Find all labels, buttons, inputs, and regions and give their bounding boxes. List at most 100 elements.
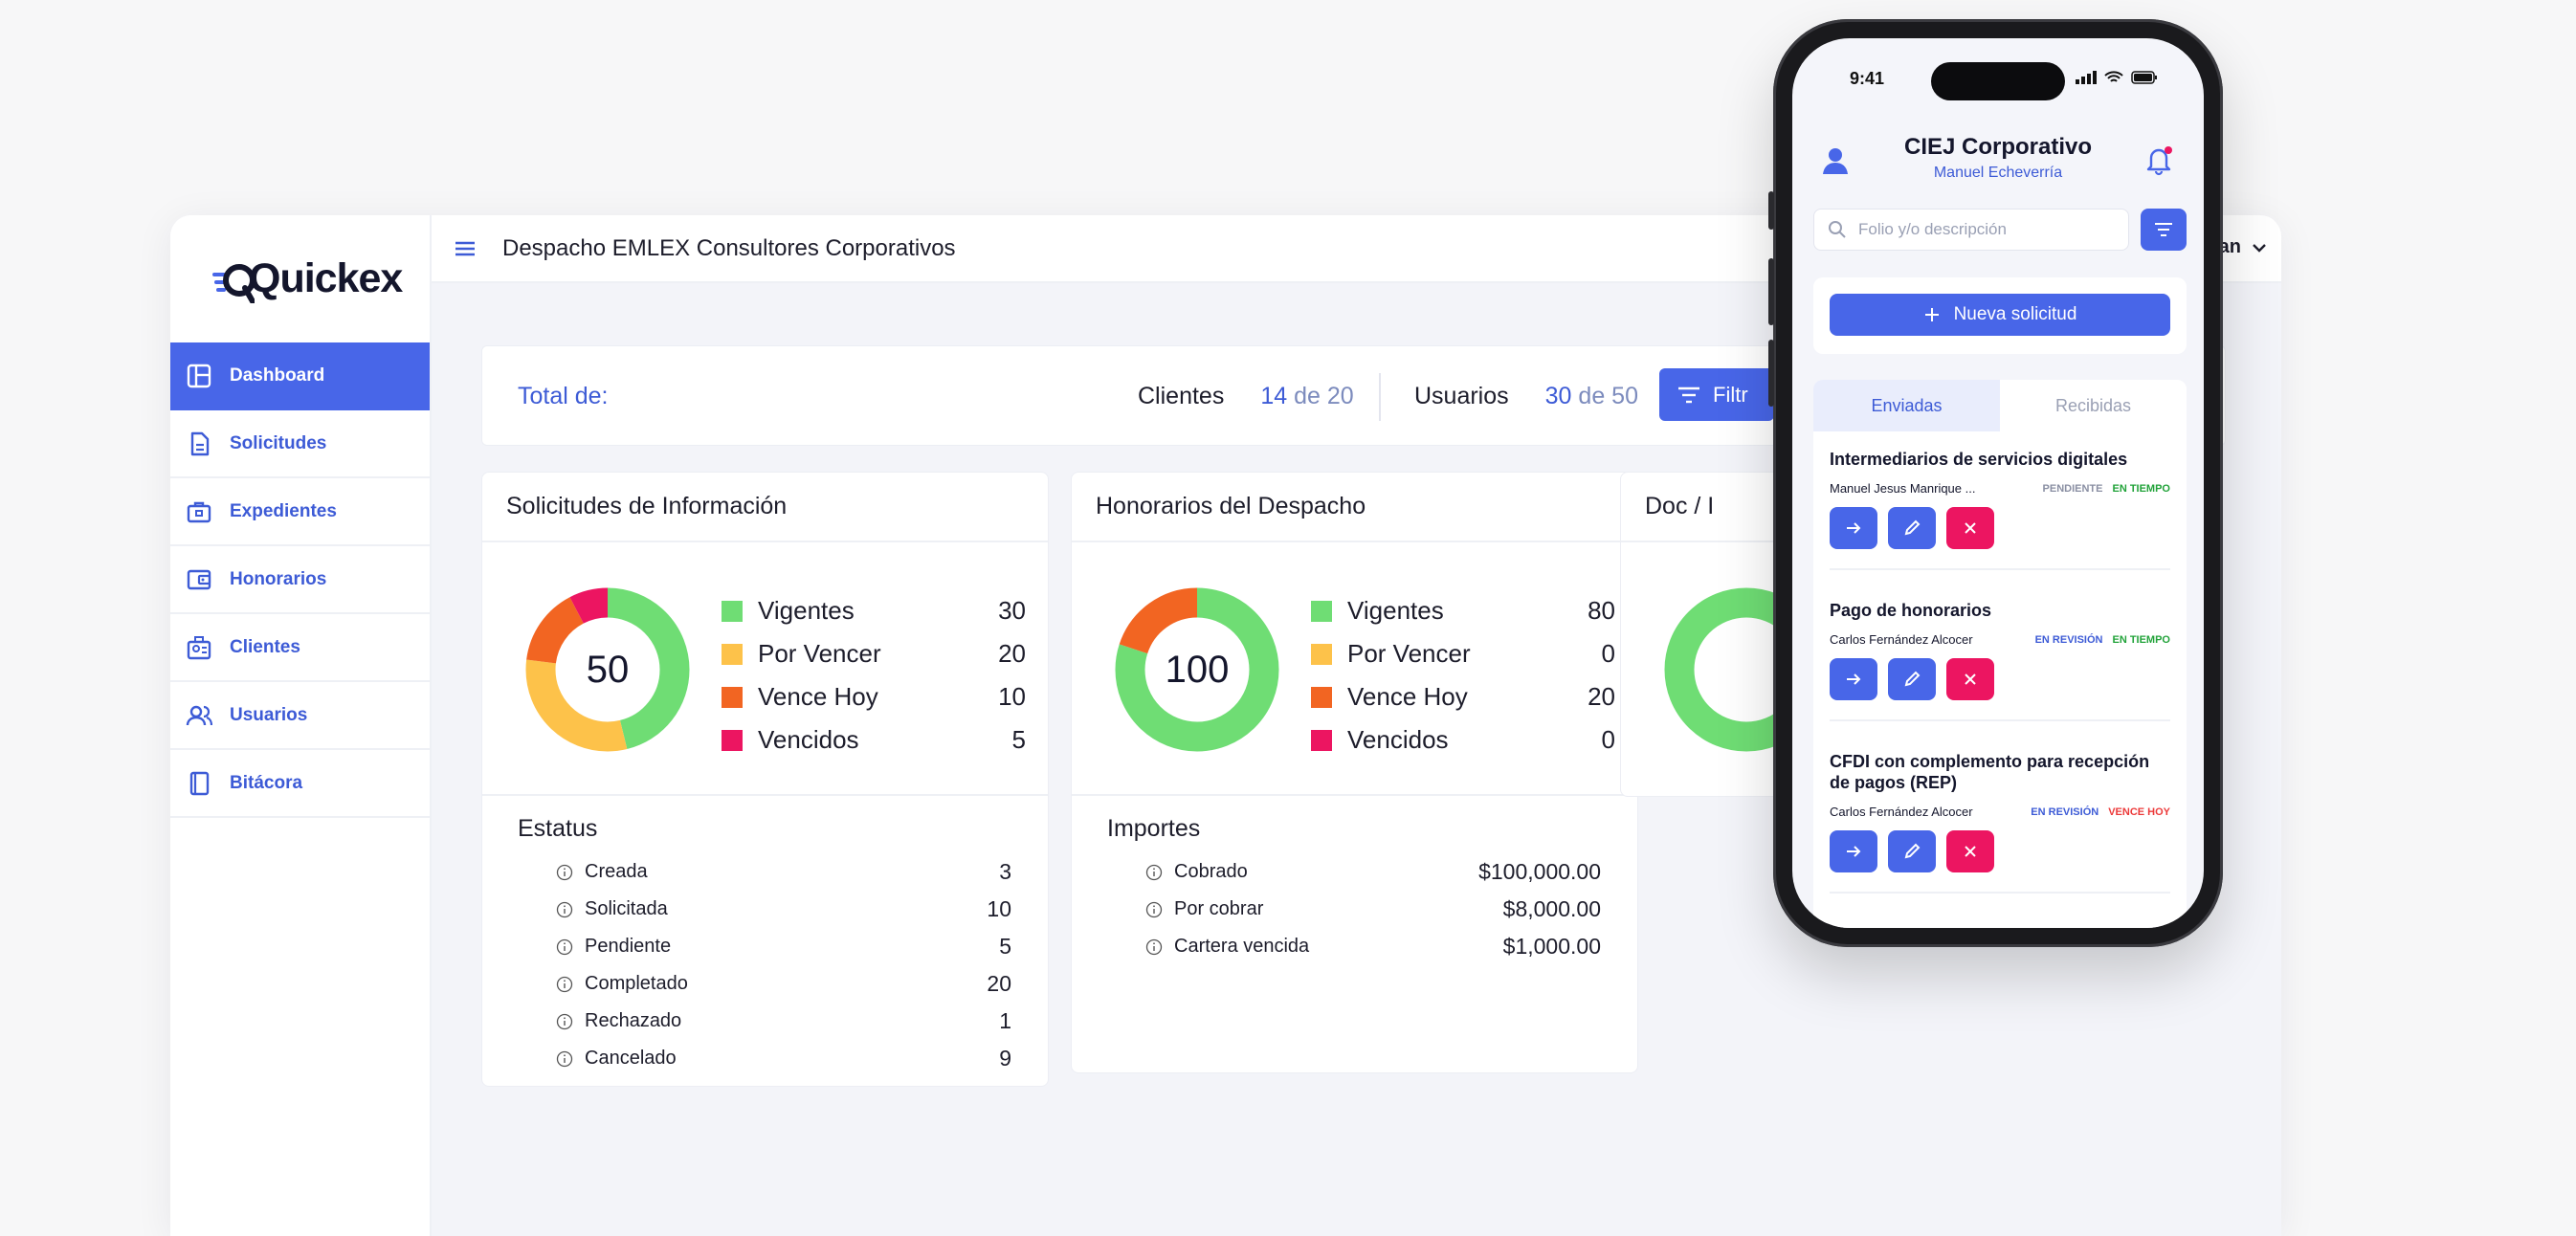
edit-button[interactable] [1888,658,1936,700]
sidebar-item-honorarios[interactable]: Honorarios [170,546,430,614]
search-icon [1829,221,1846,238]
arrow-right-icon [1847,846,1861,857]
delete-button[interactable] [1946,507,1994,549]
phone-subtitle: Manuel Echeverría [1933,165,2063,181]
honorarios-card: Honorarios del Despacho 100 Vigentes 80 P… [1071,472,1638,1073]
solicitudes-card: Solicitudes de Información 50 Vigentes 30… [481,472,1049,1087]
request-meta: Carlos Fernández Alcocer EN REVISIÓN VEN… [1830,805,2170,819]
briefcase-icon [187,501,211,522]
totals-clientes-of: de 20 [1294,383,1354,409]
plus-icon [1924,308,1939,321]
sidebar-item-label: Honorarios [230,568,327,589]
sidebar-item-label: Dashboard [230,364,325,386]
legend-label: Vencidos [758,725,859,754]
info-icon [556,976,573,992]
list-label: Completado [585,973,688,994]
request-item[interactable]: Intermediarios de servicios digitales Ma… [1830,449,2170,570]
list-value: $8,000.00 [1502,896,1601,921]
list-label: Solicitada [585,898,668,919]
card-title: Solicitudes de Información [482,473,1048,542]
avatar-icon[interactable] [1819,143,1852,176]
edit-button[interactable] [1888,507,1936,549]
request-item[interactable]: Pago de honorarios Carlos Fernández Alco… [1830,600,2170,721]
clients-icon [187,635,211,659]
totals-label: Total de: [518,383,609,409]
tab-enviadas[interactable]: Enviadas [1813,380,2000,431]
tab-recibidas[interactable]: Recibidas [2000,380,2187,431]
open-button[interactable] [1830,658,1877,700]
list-value: 1 [999,1008,1011,1033]
legend-value: 20 [1588,682,1615,711]
donut-center-value: 100 [1165,648,1230,691]
legend-value: 80 [1588,596,1615,625]
legend-swatch [722,686,743,708]
legend-item: Por Vencer 20 [722,632,1026,675]
filter-button[interactable]: Filtr [1659,368,1774,421]
donut-slice-por-vencer [525,587,690,752]
wallet-icon [187,569,211,589]
bell-icon[interactable] [2143,143,2175,176]
chart-legend: Vigentes 80 Por Vencer 0 Vence Hoy 20 Venci… [1311,589,1615,761]
request-actions [1830,830,2170,892]
info-icon [556,1050,573,1067]
list-title: Importes [1107,815,1201,842]
edit-button[interactable] [1888,830,1936,872]
open-button[interactable] [1830,830,1877,872]
request-author: Carlos Fernández Alcocer [1830,632,1973,647]
sidebar-item-expedientes[interactable]: Expedientes [170,478,430,546]
totals-clientes: Clientes 14 de 20 [1138,383,1354,410]
pencil-icon [1904,519,1921,536]
legend-item: Vence Hoy 10 [722,675,1026,718]
sidebar-item-dashboard[interactable]: Dashboard [170,342,430,410]
request-title: CFDI con complemento para recepción de p… [1830,752,2150,792]
importes-list: Importes Cobrado $100,000.00 Por cobrar $8… [1072,796,1637,977]
list-value: 10 [987,896,1011,921]
info-icon [1145,901,1163,917]
request-item[interactable]: CFDI con complemento para recepción de p… [1830,751,2170,894]
new-request-button[interactable]: Nueva solicitud [1830,294,2170,336]
phone-side-button [1768,340,1774,407]
search-field[interactable]: Folio y/o descripción [1813,209,2129,251]
request-author: Manuel Jesus Manrique ... [1830,481,1976,496]
pencil-icon [1904,671,1921,687]
list-value: 9 [999,1046,1011,1070]
list-item: Creada 3 [518,853,1011,891]
menu-icon[interactable] [453,236,477,261]
request-meta: Carlos Fernández Alcocer EN REVISIÓN EN … [1830,632,2170,647]
info-icon [556,1013,573,1029]
list-title: Estatus [518,815,598,842]
legend-label: Por Vencer [1347,639,1471,668]
request-meta: Manuel Jesus Manrique ... PENDIENTE EN T… [1830,481,2170,496]
open-button[interactable] [1830,507,1877,549]
pencil-icon [1904,843,1921,859]
delete-button[interactable] [1946,658,1994,700]
card-title: Honorarios del Despacho [1072,473,1637,542]
quickex-logo[interactable]: Quickex [212,250,403,307]
sidebar-item-bitacora[interactable]: Bitácora [170,750,430,818]
list-item: Solicitada 10 [518,891,1011,928]
sidebar-item-clientes[interactable]: Clientes [170,614,430,682]
sidebar: Quickex Dashboard Solicitudes Expediente… [170,215,432,1236]
list-value: $1,000.00 [1502,934,1601,959]
phone-filter-button[interactable] [2141,209,2187,251]
delete-button[interactable] [1946,830,1994,872]
phone-header: CIEJ Corporativo Manuel Echeverría [1792,134,2204,182]
info-icon [1145,938,1163,955]
list-item: Completado 20 [518,965,1011,1003]
legend-item: Vencidos 5 [722,718,1026,761]
wifi-icon [2104,71,2123,82]
sidebar-item-usuarios[interactable]: Usuarios [170,682,430,750]
legend-label: Por Vencer [758,639,881,668]
logo-mark-icon [212,264,255,303]
legend-value: 30 [998,596,1026,625]
legend-swatch [1311,729,1332,751]
new-request-label: Nueva solicitud [1953,304,2077,324]
totals-clientes-value: 14 [1260,383,1288,409]
legend-item: Vigentes 30 [722,589,1026,632]
status-time: 9:41 [1850,69,1885,88]
list-value: 20 [987,971,1011,996]
legend-value: 0 [1601,639,1615,668]
totals-divider [1379,373,1381,421]
dynamic-island [1931,62,2065,100]
sidebar-item-solicitudes[interactable]: Solicitudes [170,410,430,478]
